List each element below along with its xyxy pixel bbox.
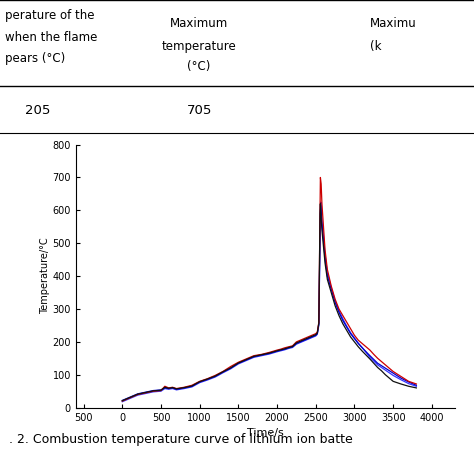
- Text: . 2. Combustion temperature curve of lithium ion batte: . 2. Combustion temperature curve of lit…: [9, 433, 353, 447]
- Text: Maximum: Maximum: [170, 18, 228, 30]
- Text: 205: 205: [25, 104, 51, 117]
- Text: perature of the: perature of the: [5, 9, 94, 22]
- Text: when the flame: when the flame: [5, 31, 97, 44]
- Text: (°C): (°C): [187, 60, 211, 73]
- Text: (k: (k: [370, 40, 381, 53]
- Text: Maximu: Maximu: [370, 18, 417, 30]
- Text: pears (°C): pears (°C): [5, 52, 65, 65]
- Text: 705: 705: [186, 104, 212, 117]
- Text: temperature: temperature: [162, 40, 237, 53]
- X-axis label: Time/s: Time/s: [247, 428, 284, 438]
- Y-axis label: Temperature/°C: Temperature/°C: [40, 238, 50, 314]
